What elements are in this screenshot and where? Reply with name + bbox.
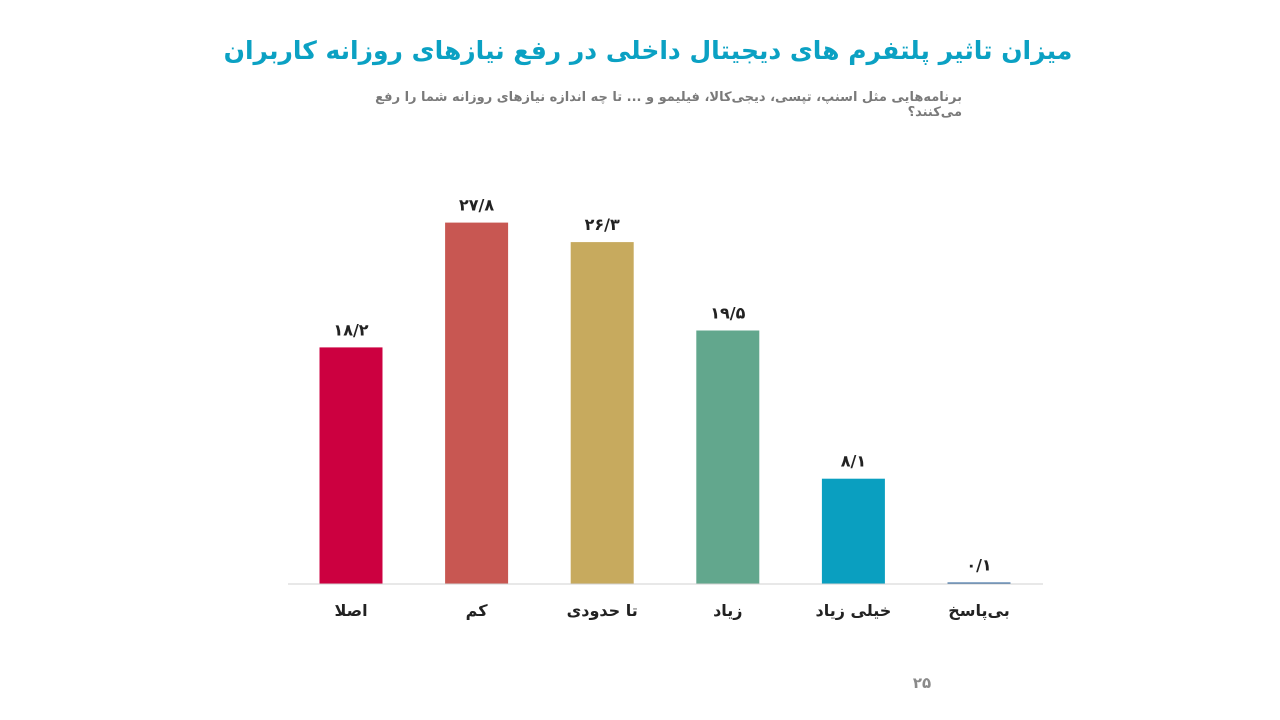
value-labels-group: ۱۸/۲ ۲۷/۸ ۲۶/۳ ۱۹/۵ ۸/۱ ۰/۱ — [333, 196, 991, 575]
chart-subtitle: برنامه‌هایی مثل اسنپ، تپسی، دیجی‌کالا، ف… — [375, 90, 962, 120]
category-label-2: کم — [466, 601, 489, 620]
value-label-6: ۰/۱ — [966, 556, 991, 575]
value-label-2: ۲۷/۸ — [459, 196, 494, 215]
page-number: ۲۵ — [912, 674, 932, 692]
bars-group — [319, 222, 1011, 584]
bar-6 — [947, 582, 1011, 584]
category-label-1: اصلا — [334, 601, 367, 620]
bar-4 — [696, 330, 760, 584]
value-label-1: ۱۸/۲ — [333, 320, 368, 339]
value-label-4: ۱۹/۵ — [710, 304, 745, 323]
category-label-6: بی‌پاسخ — [948, 601, 1009, 621]
value-label-5: ۸/۱ — [841, 452, 866, 471]
category-label-3: تا حدودی — [567, 601, 638, 620]
bar-1 — [319, 347, 383, 584]
bar-3 — [570, 242, 634, 584]
value-label-3: ۲۶/۳ — [585, 215, 620, 234]
bar-5 — [821, 478, 885, 584]
bar-2 — [445, 222, 509, 584]
category-label-5: خیلی زیاد — [816, 601, 892, 620]
category-label-4: زیاد — [713, 601, 742, 620]
category-labels-group: اصلا کم تا حدودی زیاد خیلی زیاد بی‌پاسخ — [334, 601, 1009, 621]
chart-title: میزان تاثیر پلتفرم های دیجیتال داخلی در … — [223, 36, 1073, 65]
